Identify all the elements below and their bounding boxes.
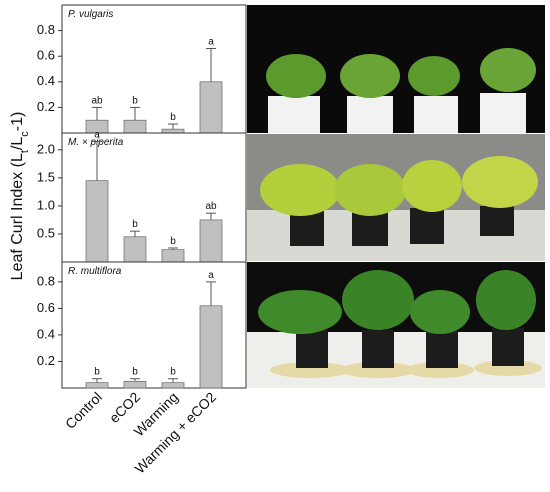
bar (161, 382, 185, 389)
bar (199, 305, 223, 389)
y-tick-label: 1.5 (37, 169, 55, 184)
significance-letter: a (208, 270, 214, 281)
significance-letter: ab (91, 95, 103, 106)
y-label-part: c (19, 131, 31, 137)
significance-letter: b (170, 112, 176, 123)
y-tick-label: 0.6 (37, 300, 55, 315)
x-tick-label: Control (62, 389, 105, 432)
significance-letter: b (132, 219, 138, 230)
panel-title: M. × piperita (68, 137, 124, 148)
significance-letter: b (170, 367, 176, 378)
bar (85, 180, 109, 263)
y-tick-label: 0.5 (37, 225, 55, 240)
significance-letter: b (132, 95, 138, 106)
panel-frame (61, 261, 247, 389)
bar (161, 128, 185, 134)
significance-letter: b (94, 367, 100, 378)
y-tick-label: 0.2 (37, 353, 55, 368)
y-tick-label: 0.4 (37, 326, 55, 341)
y-tick-label: 0.8 (37, 22, 55, 37)
panel-title: P. vulgaris (68, 9, 113, 20)
significance-letter: a (94, 129, 100, 140)
bar (161, 249, 185, 263)
bar (123, 119, 147, 134)
y-axis-label: Leaf Curl Index (Lt/Lc-1) (9, 112, 31, 281)
y-tick-label: 0.2 (37, 99, 55, 114)
significance-letter: b (170, 236, 176, 247)
y-label-part: /L (9, 137, 26, 150)
bar (85, 382, 109, 389)
y-tick-label: 0.4 (37, 73, 55, 88)
y-tick-label: 1.0 (37, 197, 55, 212)
x-tick-group: Control (62, 389, 105, 432)
y-label-part: -1) (9, 112, 26, 132)
y-tick-label: 0.6 (37, 48, 55, 63)
significance-letter: ab (205, 201, 217, 212)
bar (123, 381, 147, 389)
y-tick-label: 0.8 (37, 273, 55, 288)
panel-title: R. multiflora (68, 266, 122, 277)
photo-panels (247, 5, 545, 388)
bar (199, 81, 223, 134)
bar (123, 236, 147, 263)
y-label-part: t (19, 150, 31, 153)
significance-letter: a (208, 37, 214, 48)
bar (199, 219, 223, 263)
significance-letter: b (132, 367, 138, 378)
y-label-part: Leaf Curl Index (L (9, 153, 26, 280)
y-tick-label: 2.0 (37, 141, 55, 156)
